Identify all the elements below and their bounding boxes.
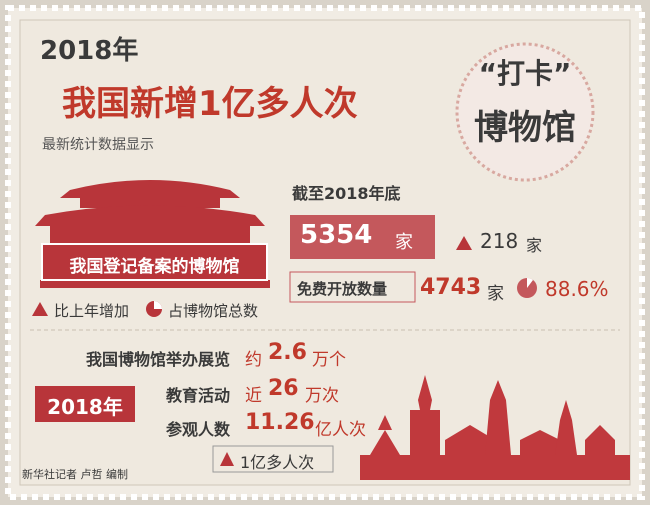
free-unit: 家 <box>487 284 504 304</box>
museum-label: 我国登记备案的博物馆 <box>69 257 240 277</box>
stamp-top: “打卡” <box>478 57 572 90</box>
total-unit: 家 <box>395 232 413 253</box>
pie-slice <box>527 278 533 288</box>
row-value: 11.26 <box>245 410 315 435</box>
row-prefix: 近 <box>245 386 262 406</box>
stamp-circle <box>455 42 595 182</box>
increase-box <box>212 445 334 473</box>
legend-share: 占博物馆总数 <box>168 302 259 320</box>
credit: 新华社记者 卢哲 编制 <box>22 468 128 481</box>
total: 5354 <box>300 220 373 250</box>
row-label: 教育活动 <box>165 386 230 405</box>
increase-unit: 家 <box>526 236 543 255</box>
row-value: 26 <box>268 376 299 401</box>
subtitle: 最新统计数据显示 <box>42 137 154 153</box>
pie-slice <box>154 301 162 309</box>
legend-increase: 比上年增加 <box>54 302 130 320</box>
title: 我国新增1亿多人次 <box>62 84 358 124</box>
as-of: 截至2018年底 <box>292 184 401 203</box>
triangle-icon <box>456 236 472 250</box>
row-value: 2.6 <box>268 340 307 365</box>
row-label: 参观人数 <box>165 420 230 439</box>
building <box>35 180 270 288</box>
increase: 218 <box>480 229 519 253</box>
row-unit: 万个 <box>312 350 346 370</box>
row-prefix: 约 <box>245 350 262 370</box>
museum-label-box <box>41 243 268 281</box>
visitor-increase: 1亿多人次 <box>240 453 315 472</box>
free-share: 88.6% <box>545 277 609 301</box>
total-box <box>290 215 435 259</box>
year: 2018年 <box>40 36 139 66</box>
row-label: 我国博物馆举办展览 <box>85 350 230 369</box>
free-count: 4743 <box>420 275 482 300</box>
year-badge <box>35 386 135 422</box>
row-unit: 万次 <box>305 386 339 406</box>
skyline <box>360 375 630 480</box>
triangle-icon <box>220 452 234 466</box>
triangle-icon <box>32 302 48 316</box>
row-unit: 亿人次 <box>315 420 366 440</box>
activities-year: 2018年 <box>47 395 123 419</box>
free-box <box>289 271 416 303</box>
stamp-bottom: 博物馆 <box>474 108 576 148</box>
free-label: 免费开放数量 <box>297 280 388 298</box>
